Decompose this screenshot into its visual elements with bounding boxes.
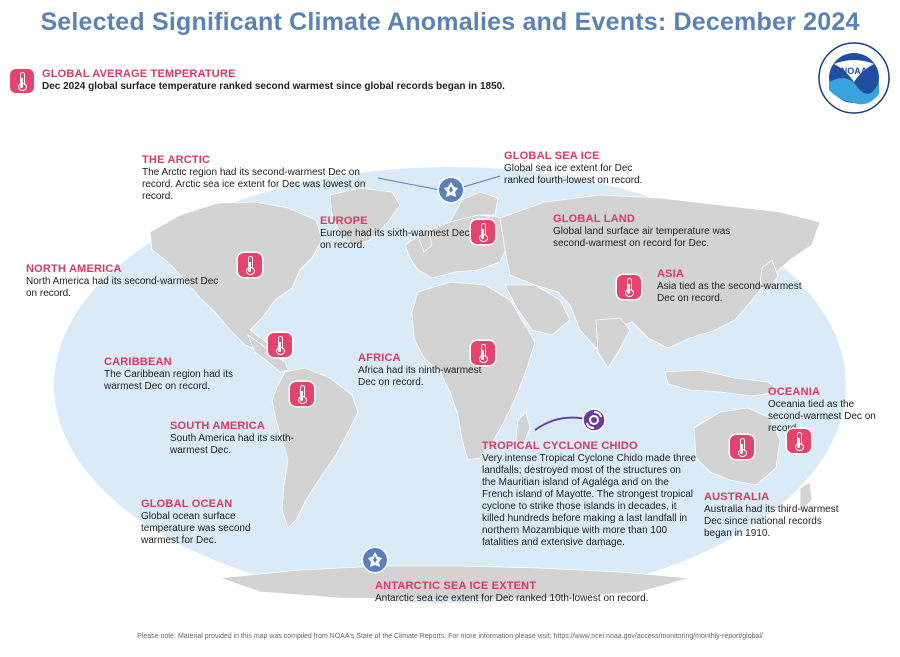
antarctic-heading: ANTARCTIC SEA ICE EXTENT bbox=[375, 580, 537, 592]
tropical-cyclone-text: Very intense Tropical Cyclone Chido made… bbox=[482, 453, 697, 548]
caribbean-heading: CARIBBEAN bbox=[104, 356, 172, 368]
noaa-logo: NOAA bbox=[818, 42, 890, 114]
thermometer-icon bbox=[787, 429, 811, 453]
global-land-heading: GLOBAL LAND bbox=[553, 213, 636, 225]
south-america-heading: SOUTH AMERICA bbox=[170, 420, 266, 432]
thermometer-icon bbox=[238, 253, 262, 277]
caribbean-text: The Caribbean region had its warmest Dec… bbox=[104, 369, 233, 392]
south-america-note: SOUTH AMERICA South America had its sixt… bbox=[170, 420, 295, 457]
asia-text: Asia tied as the second-warmest Dec on r… bbox=[657, 281, 802, 304]
arctic-text: The Arctic region had its second-warmest… bbox=[142, 167, 366, 202]
page-title: Selected Significant Climate Anomalies a… bbox=[40, 8, 860, 36]
sea-ice-icon bbox=[439, 178, 463, 202]
tropical-cyclone-note: TROPICAL CYCLONE CHIDO Very intense Trop… bbox=[482, 440, 697, 549]
europe-heading: EUROPE bbox=[320, 215, 368, 227]
asia-heading: ASIA bbox=[657, 268, 685, 280]
greenland bbox=[329, 187, 401, 247]
australia-note: AUSTRALIA Australia had its third-warmes… bbox=[704, 491, 844, 540]
africa-text: Africa had its ninth-warmest Dec on reco… bbox=[358, 365, 482, 388]
global-temp-text: Dec 2024 global surface temperature rank… bbox=[42, 81, 505, 92]
tropical-cyclone-heading: TROPICAL CYCLONE CHIDO bbox=[482, 440, 638, 452]
sea-ice-icon bbox=[363, 548, 387, 572]
asia bbox=[499, 194, 821, 349]
global-ocean-note: GLOBAL OCEAN Global ocean surface temper… bbox=[141, 498, 291, 547]
arctic-heading: THE ARCTIC bbox=[142, 154, 211, 166]
cyclone-icon bbox=[582, 408, 606, 432]
antarctic-text: Antarctic sea ice extent for Dec ranked … bbox=[375, 593, 649, 604]
antarctic-note: ANTARCTIC SEA ICE EXTENT Antarctic sea i… bbox=[375, 580, 665, 605]
thermometer-icon bbox=[617, 275, 641, 299]
thermometer-icon bbox=[268, 333, 292, 357]
oceania-note: OCEANIA Oceania tied as the second-warme… bbox=[768, 386, 886, 435]
africa bbox=[411, 281, 536, 461]
global-temp-heading: GLOBAL AVERAGE TEMPERATURE bbox=[42, 68, 236, 80]
thermometer-icon bbox=[471, 220, 495, 244]
global-sea-ice-heading: GLOBAL SEA ICE bbox=[504, 150, 600, 162]
africa-heading: AFRICA bbox=[358, 352, 401, 364]
oceania-text: Oceania tied as the second-warmest Dec o… bbox=[768, 399, 876, 434]
global-land-text: Global land surface air temperature was … bbox=[553, 226, 731, 249]
australia-heading: AUSTRALIA bbox=[704, 491, 770, 503]
global-temp-note: GLOBAL AVERAGE TEMPERATURE Dec 2024 glob… bbox=[42, 68, 512, 93]
indonesia bbox=[664, 369, 781, 397]
south-america-text: South America had its sixth-warmest Dec. bbox=[170, 433, 294, 456]
global-land-note: GLOBAL LAND Global land surface air temp… bbox=[553, 213, 733, 250]
global-sea-ice-text: Global sea ice extent for Dec ranked fou… bbox=[504, 163, 643, 186]
footer-note: Please note: Material provided in this m… bbox=[137, 633, 763, 640]
middle-east bbox=[504, 284, 571, 336]
north-america bbox=[149, 201, 323, 353]
thermometer-icon bbox=[730, 435, 754, 459]
caribbean-note: CARIBBEAN The Caribbean region had its w… bbox=[104, 356, 264, 393]
britain bbox=[417, 229, 433, 253]
north-america-note: NORTH AMERICA North America had its seco… bbox=[26, 263, 226, 300]
japan bbox=[759, 259, 779, 293]
north-america-text: North America had its second-warmest Dec… bbox=[26, 276, 219, 299]
madagascar bbox=[515, 411, 531, 449]
africa-note: AFRICA Africa had its ninth-warmest Dec … bbox=[358, 352, 486, 389]
europe-text: Europe had its sixth-warmest Dec on reco… bbox=[320, 228, 470, 251]
thermometer-icon bbox=[10, 69, 34, 93]
thermometer-icon bbox=[471, 341, 495, 365]
arctic-connector bbox=[377, 177, 441, 191]
thermometer-icon bbox=[290, 382, 314, 406]
global-sea-ice-note: GLOBAL SEA ICE Global sea ice extent for… bbox=[504, 150, 662, 187]
australia-text: Australia had its third-warmest Dec sinc… bbox=[704, 504, 839, 539]
asia-note: ASIA Asia tied as the second-warmest Dec… bbox=[657, 268, 807, 305]
arctic-note: THE ARCTIC The Arctic region had its sec… bbox=[142, 154, 382, 203]
north-america-heading: NORTH AMERICA bbox=[26, 263, 122, 275]
scandinavia bbox=[449, 191, 499, 223]
india bbox=[595, 317, 631, 369]
new-zealand bbox=[799, 481, 813, 513]
south-america bbox=[271, 367, 359, 529]
oceania-heading: OCEANIA bbox=[768, 386, 821, 398]
noaa-logo-text: NOAA bbox=[841, 66, 868, 76]
sea-ice-connector bbox=[459, 175, 501, 189]
europe-note: EUROPE Europe had its sixth-warmest Dec … bbox=[320, 215, 470, 252]
global-ocean-heading: GLOBAL OCEAN bbox=[141, 498, 233, 510]
global-ocean-text: Global ocean surface temperature was sec… bbox=[141, 511, 251, 546]
